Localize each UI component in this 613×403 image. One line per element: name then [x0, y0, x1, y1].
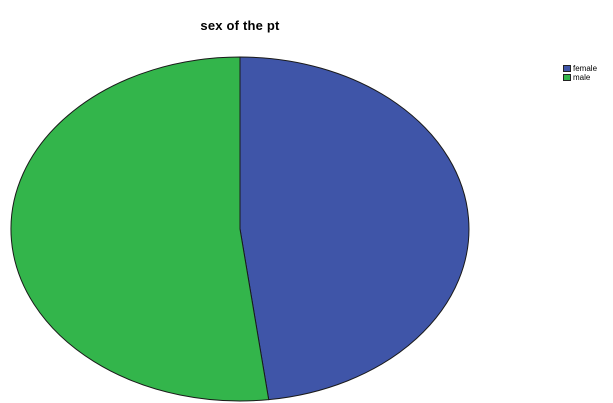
legend-label-female: female	[573, 63, 598, 73]
chart-title: sex of the pt	[200, 18, 280, 33]
legend-item-male: male	[563, 73, 597, 82]
pie-slice-male	[10, 56, 270, 402]
legend: female male	[563, 64, 597, 82]
pie-slice-female	[239, 56, 470, 401]
legend-item-female: female	[563, 64, 597, 73]
legend-label-male: male	[573, 72, 591, 82]
legend-swatch-female	[563, 65, 571, 72]
legend-swatch-male	[563, 74, 571, 81]
